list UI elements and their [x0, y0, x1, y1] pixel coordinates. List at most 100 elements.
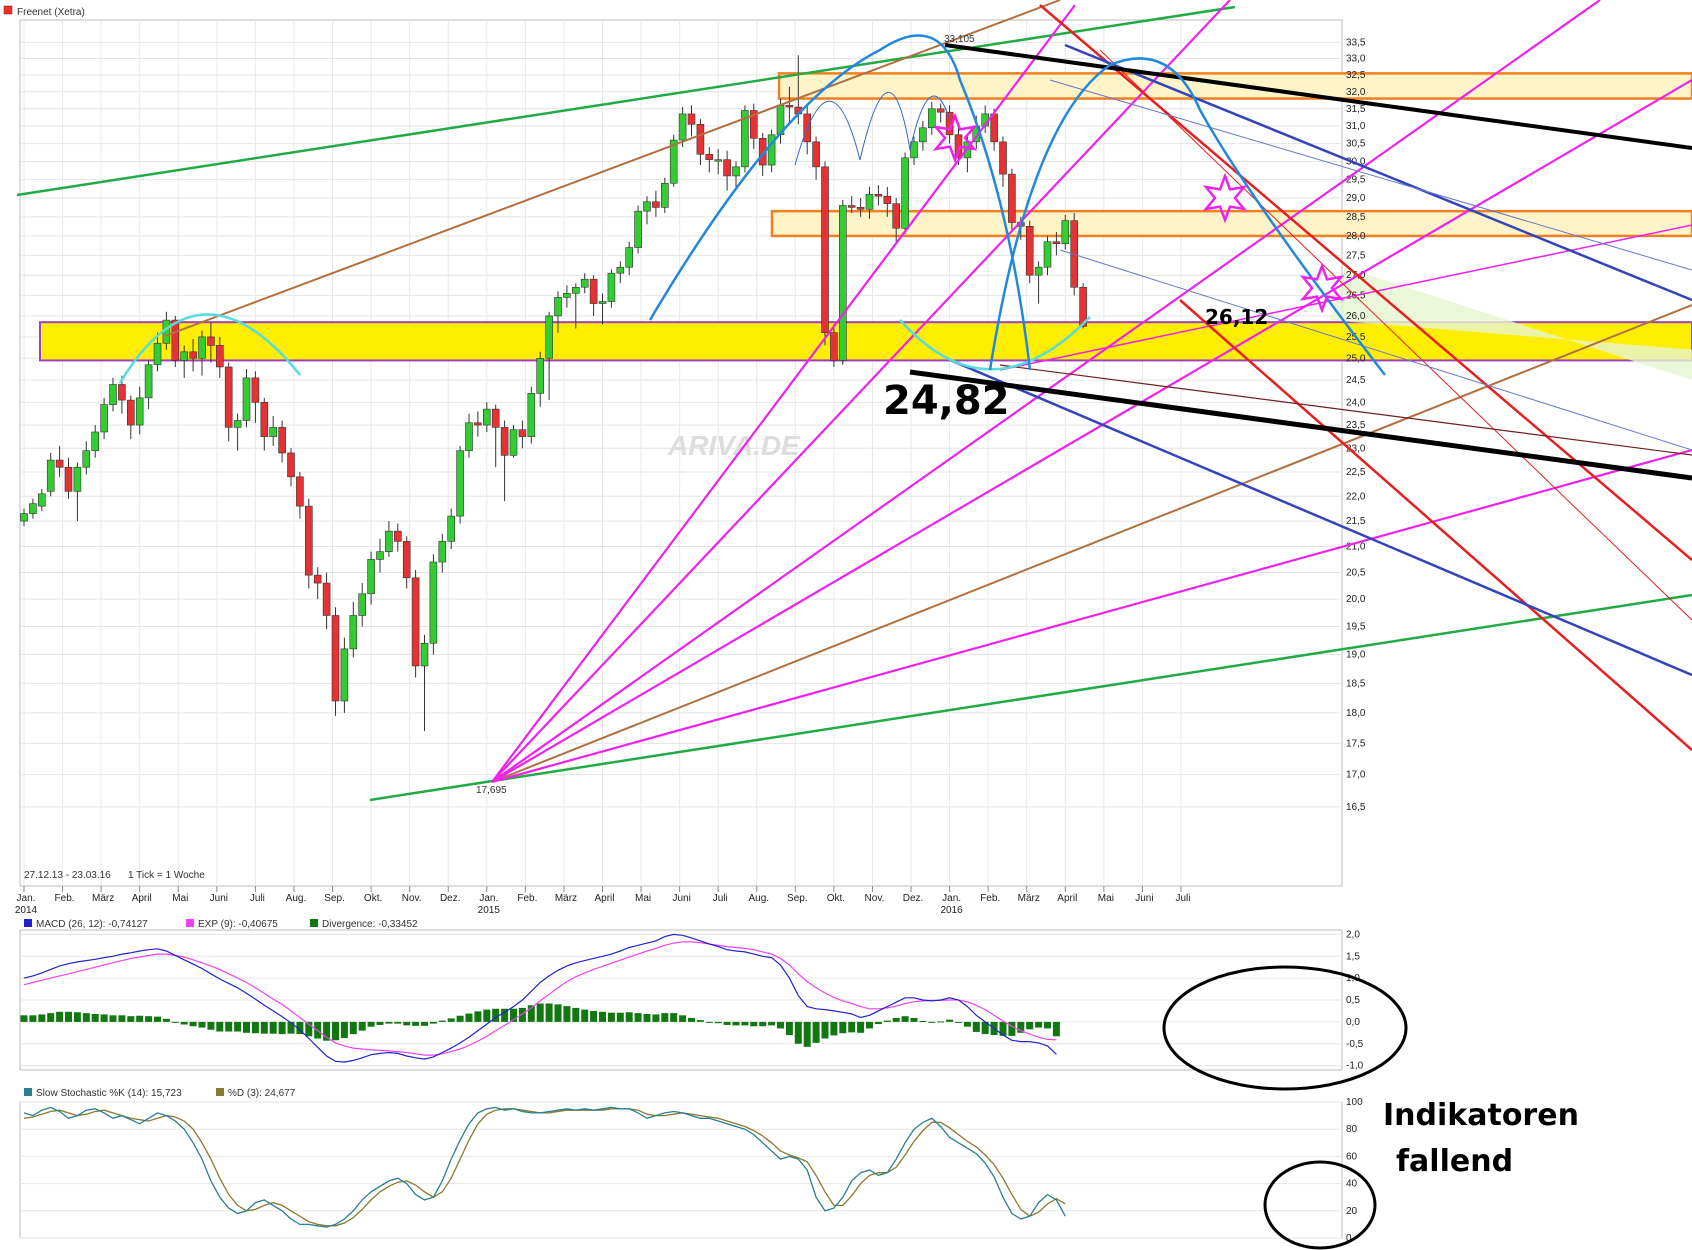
candle-up: [865, 194, 874, 210]
low-price-label: 17,695: [476, 785, 507, 796]
candle-up: [429, 561, 438, 644]
blue-thin-line: [1059, 249, 1692, 451]
divergence-bar: [492, 1008, 500, 1022]
y-tick-label: 28,0: [1346, 231, 1366, 242]
candle-down: [313, 574, 322, 584]
divergence-bar: [1035, 1021, 1043, 1028]
x-tick-label: Jan.: [17, 893, 36, 904]
divergence-bar: [349, 1021, 357, 1035]
star-marker: [1299, 262, 1345, 314]
candle-down: [874, 194, 883, 197]
darkred-thin-line: [999, 364, 1692, 456]
divergence-bar: [946, 1019, 954, 1022]
divergence-bar: [785, 1021, 793, 1035]
candle-up: [901, 157, 909, 229]
divergence-bar: [100, 1014, 108, 1022]
divergence-bar: [394, 1021, 402, 1024]
divergence-bar: [643, 1014, 651, 1022]
divergence-bar: [332, 1021, 339, 1041]
candle-up: [438, 541, 447, 563]
divergence-bar: [65, 1011, 72, 1022]
divergence-bar: [56, 1011, 64, 1022]
divergence-bar: [892, 1017, 900, 1022]
candle-down: [500, 427, 509, 456]
x-tick-label: Juli: [713, 893, 728, 904]
candle-up: [732, 166, 740, 177]
x-tick-label: April: [594, 893, 614, 904]
legend-swatch-stoch-d: [216, 1088, 224, 1096]
divergence-bar: [474, 1011, 482, 1022]
legend-swatch-exp: [186, 919, 194, 927]
magenta-trend-line: [999, 224, 1692, 371]
divergence-bar: [269, 1021, 277, 1034]
divergence-bar: [563, 1006, 571, 1022]
divergence-bar: [82, 1013, 90, 1022]
divergence-bar: [367, 1021, 375, 1027]
divergence-bar: [38, 1014, 46, 1022]
x-tick-label: Jan.: [942, 893, 961, 904]
y-tick-label: 31,5: [1346, 104, 1366, 115]
y-tick-label: 20,5: [1346, 568, 1366, 579]
footer-range: 27.12.13 - 23.03.16: [24, 870, 111, 881]
divergence-bar: [830, 1021, 838, 1036]
divergence-bar: [794, 1021, 802, 1044]
magenta-fan-line: [491, 0, 1231, 783]
divergence-bar: [127, 1016, 135, 1022]
x-tick-label: Jan.: [479, 893, 498, 904]
candle-down: [1079, 286, 1087, 327]
blue-head-arc-left: [648, 34, 1032, 371]
candle-down: [64, 466, 73, 492]
candle-down: [1052, 241, 1061, 244]
candle-up: [358, 593, 367, 616]
stoch-tick-label: 0: [1346, 1233, 1352, 1244]
divergence-bar: [688, 1017, 695, 1022]
candle-down: [830, 332, 838, 361]
x-tick-label: März: [92, 893, 114, 904]
divergence-bar: [465, 1013, 473, 1022]
stoch-k-line: [23, 1106, 1066, 1228]
red-channel-line: [1179, 299, 1692, 751]
y-tick-label: 17,0: [1346, 770, 1366, 781]
divergence-bar: [20, 1015, 28, 1022]
divergence-bar: [928, 1021, 936, 1023]
brown-trend-upper: [164, 0, 1061, 337]
divergence-bar: [296, 1021, 304, 1035]
divergence-bar: [696, 1020, 704, 1022]
x-tick-label: Okt.: [827, 893, 845, 904]
y-tick-label: 30,0: [1346, 156, 1366, 167]
x-tick-label: April: [1057, 893, 1077, 904]
watermark: ARIVA.DE: [667, 430, 801, 461]
divergence-bar: [376, 1021, 384, 1025]
resistance-zone-lower: [770, 209, 1692, 238]
stochastic-grid: [20, 1101, 1342, 1239]
divergence-bar: [278, 1021, 286, 1035]
candle-down: [696, 124, 705, 155]
candle-up: [643, 201, 651, 212]
candle-up: [607, 272, 616, 302]
divergence-bar: [937, 1021, 945, 1023]
divergence-bar: [750, 1021, 758, 1027]
candle-down: [251, 377, 260, 403]
candle-up: [340, 648, 349, 702]
candle-up: [563, 293, 571, 298]
candle-up: [927, 108, 936, 129]
divergence-bar: [777, 1021, 784, 1029]
candle-up: [233, 420, 242, 428]
candle-down: [883, 195, 892, 204]
price-zones: [39, 72, 1692, 381]
macd-tick-label: -0,5: [1346, 1039, 1364, 1050]
divergence-bar: [812, 1021, 820, 1043]
blue-head-arc-right: [988, 57, 1386, 376]
divergence-bar: [714, 1021, 722, 1024]
legend-macd: MACD (26, 12): -0,74127: [36, 919, 148, 930]
divergence-bar: [145, 1016, 153, 1022]
y-tick-label: 33,0: [1346, 54, 1366, 65]
x-tick-label: Nov.: [865, 893, 885, 904]
divergence-bar: [866, 1021, 873, 1029]
candle-up: [1061, 220, 1070, 244]
stochastic-y-axis: 100 80 60 40 20 0: [1346, 1097, 1363, 1244]
candle-down: [55, 459, 64, 468]
divergence-bar: [963, 1021, 971, 1027]
candle-up: [527, 393, 536, 437]
x-tick-label: Juni: [1135, 893, 1153, 904]
